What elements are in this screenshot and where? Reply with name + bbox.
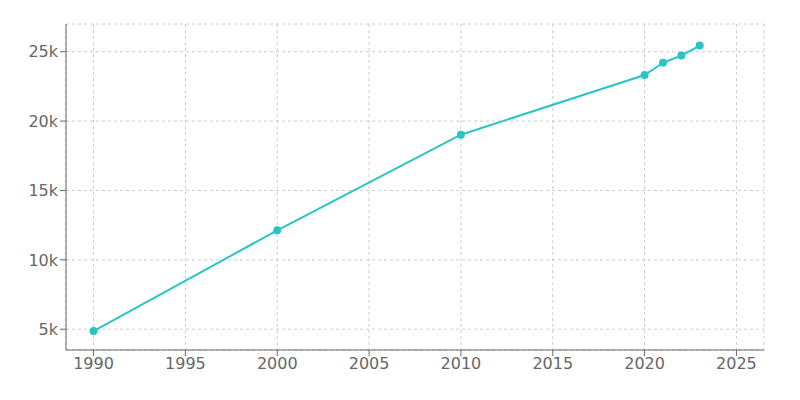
svg-text:10k: 10k (28, 251, 58, 270)
svg-text:2005: 2005 (349, 354, 390, 373)
svg-text:1990: 1990 (73, 354, 114, 373)
svg-text:25k: 25k (28, 42, 58, 61)
svg-text:5k: 5k (39, 320, 59, 339)
svg-text:2020: 2020 (624, 354, 665, 373)
svg-text:1995: 1995 (165, 354, 206, 373)
svg-text:2000: 2000 (257, 354, 298, 373)
svg-text:2025: 2025 (716, 354, 757, 373)
svg-text:15k: 15k (28, 181, 58, 200)
svg-text:20k: 20k (28, 112, 58, 131)
svg-text:2010: 2010 (441, 354, 482, 373)
svg-text:2015: 2015 (532, 354, 573, 373)
